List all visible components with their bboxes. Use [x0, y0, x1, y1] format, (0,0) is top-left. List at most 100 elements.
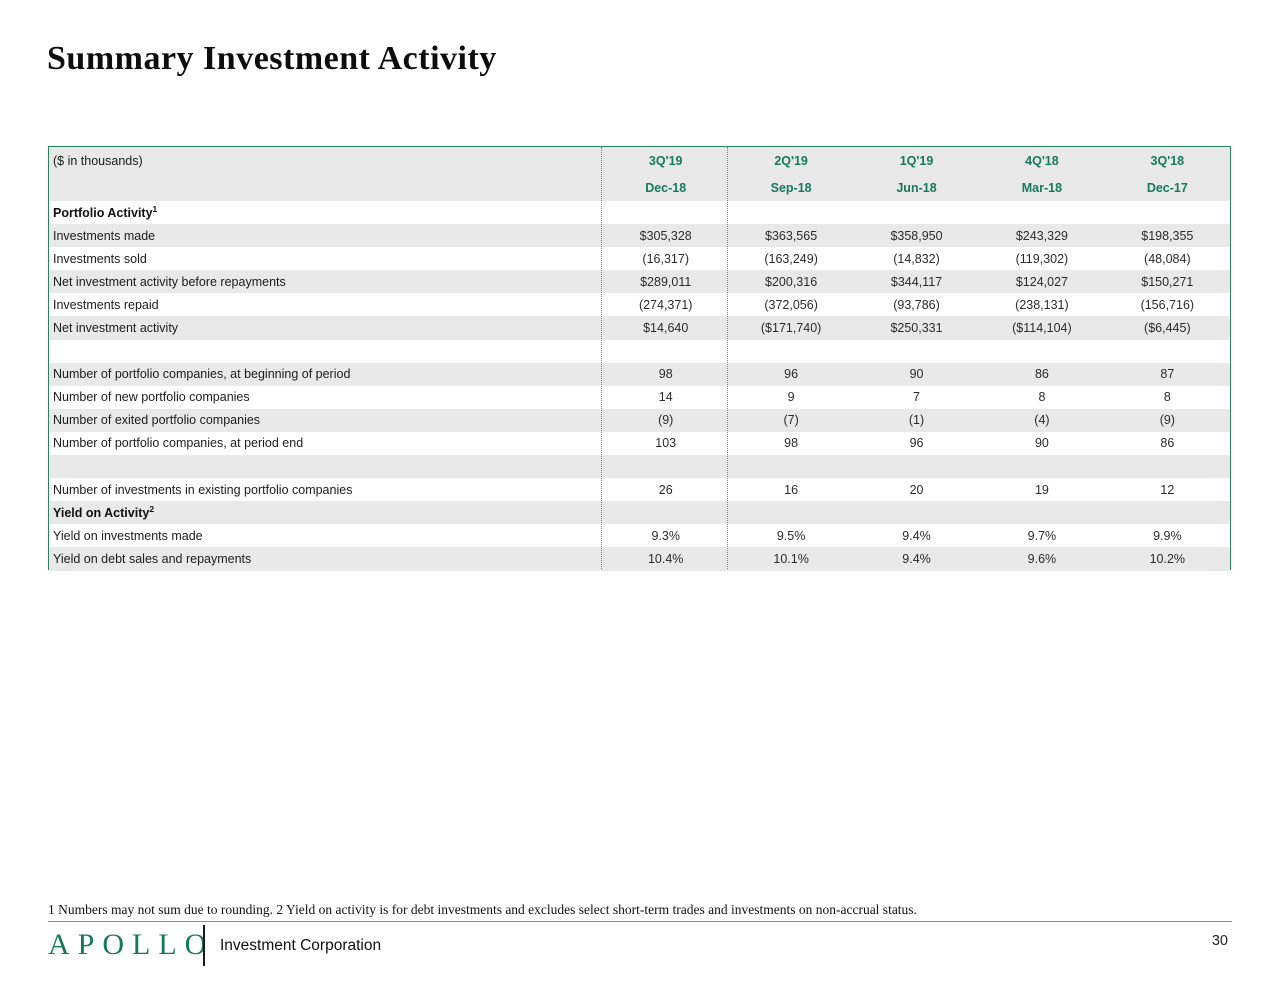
- row-label: Number of exited portfolio companies: [53, 413, 261, 428]
- date-header: Dec-18: [645, 180, 687, 195]
- table-cell: ($114,104): [1012, 321, 1072, 336]
- table-row: Portfolio Activity1: [49, 201, 1230, 224]
- table-cell: (9): [658, 413, 674, 428]
- table-cell: 9.7%: [1027, 528, 1057, 543]
- table-cell: $150,271: [1141, 274, 1194, 289]
- dotted-divider-right: [727, 147, 728, 569]
- table-cell: (9): [1159, 413, 1175, 428]
- table-cell: $200,316: [765, 274, 818, 289]
- footnote: 1 Numbers may not sum due to rounding. 2…: [48, 902, 917, 917]
- row-label: Number of new portfolio companies: [53, 390, 250, 405]
- date-header: Dec-17: [1146, 180, 1188, 195]
- table-row: Yield on Activity2: [49, 501, 1230, 525]
- table-cell: (163,249): [764, 251, 818, 266]
- table-cell: $363,565: [765, 228, 818, 243]
- logo-subtitle: Investment Corporation: [220, 937, 382, 954]
- table-cell: ($171,740): [760, 321, 822, 336]
- table-header: ($ in thousands) 3Q'19 2Q'19 1Q'19 4Q'18…: [49, 147, 1230, 201]
- table-row: Net investment activity before repayment…: [49, 270, 1230, 294]
- row-label: Portfolio Activity1: [49, 206, 603, 220]
- row-label: Net investment activity: [53, 321, 179, 336]
- apollo-logo: APOLLO: [48, 928, 215, 961]
- row-label: Investments made: [53, 228, 156, 243]
- table-cell: 9.5%: [776, 528, 806, 543]
- row-label: Number of investments in existing portfo…: [53, 482, 353, 497]
- row-label: Net investment activity before repayment…: [53, 274, 286, 289]
- table-cell: 7: [913, 390, 920, 405]
- table-cell: (1): [908, 413, 925, 428]
- table-cell: $250,331: [890, 321, 943, 336]
- table-cell: 86: [1160, 436, 1175, 451]
- table-row: Number of exited portfolio companies (9) (…: [49, 408, 1230, 432]
- table-cell: (238,131): [1015, 297, 1069, 312]
- table-row: Net investment activity $14,640 ($171,740)…: [49, 316, 1230, 340]
- investment-table: ($ in thousands) 3Q'19 2Q'19 1Q'19 4Q'18…: [48, 146, 1231, 571]
- table-cell: $14,640: [643, 321, 689, 336]
- table-cell: $344,117: [890, 274, 943, 289]
- date-header-row: Dec-18 Sep-18 Jun-18 Mar-18 Dec-17: [49, 174, 1230, 201]
- table-cell: (7): [783, 413, 799, 428]
- table-cell: $198,355: [1141, 228, 1194, 243]
- table-cell: (274,371): [638, 297, 693, 312]
- table-cell: $305,328: [639, 228, 692, 243]
- table-cell: (4): [1034, 413, 1050, 428]
- row-label: Number of portfolio companies, at beginn…: [53, 367, 351, 382]
- table-cell: 14: [658, 390, 673, 405]
- quarter-header: 3Q'18: [1150, 153, 1185, 168]
- table-cell: 87: [1160, 367, 1175, 382]
- table-cell: (48,084): [1144, 251, 1191, 266]
- table-row: Number of investments in existing portfo…: [49, 478, 1230, 501]
- table-cell: ($6,445): [1144, 321, 1191, 336]
- table-cell: 10.1%: [773, 551, 809, 566]
- quarter-header: 1Q'19: [899, 153, 934, 168]
- table-cell: 96: [784, 367, 799, 382]
- table-cell: (93,786): [893, 297, 940, 312]
- table-row: Investments repaid (274,371) (372,056) (93,…: [49, 293, 1230, 316]
- table-row: Number of portfolio companies, at beginn…: [49, 362, 1230, 386]
- quarter-header-row: ($ in thousands) 3Q'19 2Q'19 1Q'19 4Q'18…: [49, 147, 1230, 174]
- footnote-superscript: 1: [152, 205, 158, 214]
- page-title: Summary Investment Activity: [47, 40, 497, 77]
- row-label: Yield on Activity2: [49, 506, 603, 520]
- table-cell: (372,056): [764, 297, 818, 312]
- table-cell: 98: [784, 436, 799, 451]
- table-spacer-row: [49, 340, 1230, 363]
- table-row: Investments made $305,328 $363,565 $358,950…: [49, 224, 1230, 248]
- table-row: Yield on debt sales and repayments 10.4% 1…: [49, 547, 1230, 571]
- page-number: 30: [1211, 933, 1228, 949]
- table-row: Yield on investments made 9.3% 9.5% 9.4% 9.7…: [49, 524, 1230, 547]
- date-header: Sep-18: [770, 180, 812, 195]
- table-cell: 9.9%: [1153, 528, 1182, 543]
- table-cell: $124,027: [1015, 274, 1068, 289]
- table-row: Number of portfolio companies, at period…: [49, 432, 1230, 455]
- table-cell: 9.4%: [902, 551, 931, 566]
- row-label: Investments repaid: [53, 297, 159, 312]
- footer-rule: [48, 921, 1232, 922]
- row-label: Investments sold: [53, 251, 147, 266]
- logo-divider: [203, 925, 205, 966]
- dotted-divider-left: [601, 147, 602, 569]
- table-cell: 19: [1034, 482, 1049, 497]
- table-cell: 90: [1034, 436, 1049, 451]
- table-cell: 90: [909, 367, 924, 382]
- table-cell: 8: [1163, 390, 1171, 405]
- table-cell: 9.3%: [651, 528, 680, 543]
- table-cell: 103: [655, 436, 677, 451]
- quarter-header: 3Q'19: [648, 153, 683, 168]
- table-body: Portfolio Activity1 Investments made $305,…: [49, 201, 1230, 571]
- table-spacer-row: [49, 455, 1230, 479]
- table-cell: 26: [658, 482, 673, 497]
- table-cell: 9.4%: [902, 528, 931, 543]
- quarter-header: 4Q'18: [1025, 153, 1059, 168]
- row-label: Number of portfolio companies, at period…: [53, 436, 304, 451]
- table-cell: 96: [909, 436, 924, 451]
- footnote-superscript: 2: [149, 505, 155, 514]
- date-header: Jun-18: [896, 180, 937, 195]
- row-label: Yield on investments made: [53, 528, 203, 543]
- table-row: Number of new portfolio companies 14 9 7 8 8: [49, 386, 1230, 409]
- table-cell: 8: [1038, 390, 1046, 405]
- table-cell: (119,302): [1015, 251, 1069, 266]
- table-row: Investments sold (16,317) (163,249) (14,832…: [49, 247, 1230, 270]
- table-cell: 16: [784, 482, 799, 497]
